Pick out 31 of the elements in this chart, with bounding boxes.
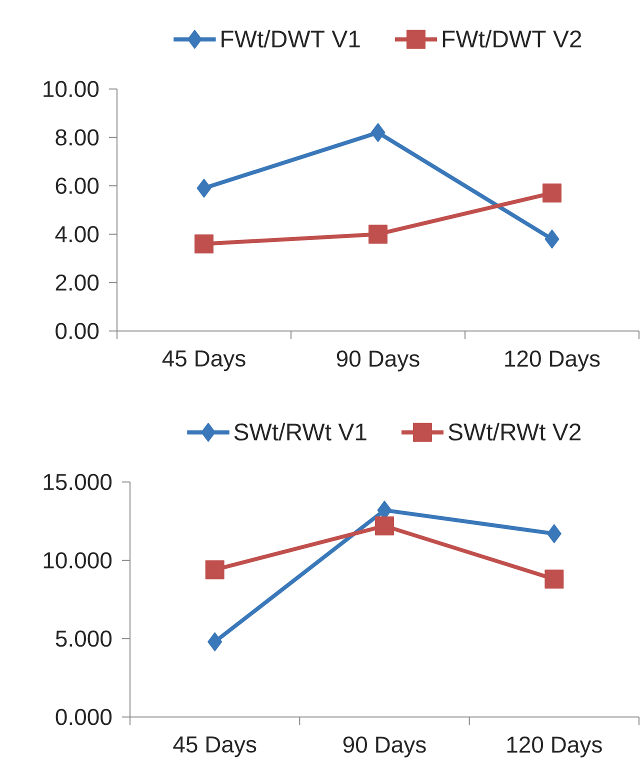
x-tick-label: 90 Days <box>343 736 426 758</box>
point <box>546 524 562 544</box>
y-tick-label: 2.00 <box>56 274 99 291</box>
y-tick-label: 4.00 <box>55 226 99 242</box>
y-tick-label: 15.000 <box>44 474 112 490</box>
x-tick-label: 45 Days <box>173 736 256 758</box>
legend-label: SWt/RWt V2 <box>448 422 581 441</box>
point <box>544 230 560 249</box>
point <box>208 632 222 652</box>
y-tick-label: 8.00 <box>56 129 99 146</box>
x-tick-label: 120 Days <box>505 350 600 372</box>
y-tick-label: 0.000 <box>56 708 112 726</box>
x-tick-label: 90 Days <box>336 350 420 372</box>
point <box>370 123 386 142</box>
point <box>368 224 388 244</box>
point <box>542 184 562 203</box>
y-tick-label: 10.00 <box>44 80 99 98</box>
point <box>194 234 214 254</box>
legend-label: FWt/DWT V2 <box>442 30 582 48</box>
point <box>205 560 224 580</box>
legend-label: FWt/DWT V1 <box>222 30 360 48</box>
legend-label: SWt/RWt V1 <box>234 422 366 441</box>
y-tick-label: 0.00 <box>56 322 99 340</box>
point <box>544 570 564 589</box>
point <box>375 516 394 536</box>
y-tick-label: 10.000 <box>44 552 112 568</box>
point <box>196 178 212 198</box>
x-tick-label: 120 Days <box>507 736 602 758</box>
x-tick-label: 45 Days <box>162 350 246 372</box>
y-tick-label: 5.000 <box>56 630 112 647</box>
y-tick-label: 6.00 <box>56 178 99 194</box>
